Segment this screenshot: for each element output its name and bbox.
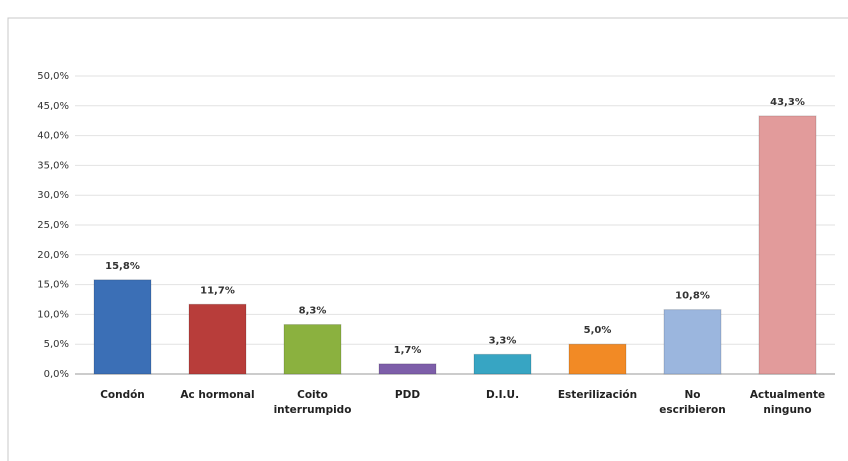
- x-tick-label: Actualmente ninguno: [749, 389, 826, 416]
- bar: [473, 353, 532, 375]
- bar: [93, 279, 152, 375]
- y-tick-label: 30,0%: [37, 190, 69, 201]
- x-tick-label: Esterilización: [557, 389, 638, 401]
- value-label: 43,3%: [770, 97, 805, 108]
- value-label: 3,3%: [489, 335, 517, 346]
- y-tick-label: 0,0%: [44, 369, 69, 380]
- bar: [568, 343, 627, 375]
- bar: [663, 309, 722, 375]
- y-tick-label: 5,0%: [44, 339, 69, 350]
- value-label: 15,8%: [105, 261, 140, 272]
- value-label: 5,0%: [584, 325, 612, 336]
- y-tick-label: 25,0%: [37, 220, 69, 231]
- y-tick-label: 15,0%: [37, 280, 69, 291]
- x-tick-label: No escribieron: [659, 389, 726, 416]
- bar: [378, 363, 437, 375]
- y-tick-label: 35,0%: [37, 160, 69, 171]
- value-label: 11,7%: [200, 285, 235, 296]
- value-label: 1,7%: [394, 345, 422, 356]
- y-tick-label: 45,0%: [37, 101, 69, 112]
- y-tick-label: 20,0%: [37, 250, 69, 261]
- x-tick-label: Condón: [100, 389, 145, 401]
- x-tick-label: Ac hormonal: [180, 389, 255, 401]
- y-tick-label: 40,0%: [37, 131, 69, 142]
- bar: [188, 303, 247, 375]
- x-tick-label: PDD: [394, 389, 421, 401]
- bar: [758, 115, 817, 375]
- x-tick-label: Coito interrumpido: [273, 389, 352, 416]
- value-label: 8,3%: [299, 306, 327, 317]
- value-label: 10,8%: [675, 291, 710, 302]
- bar: [283, 324, 342, 375]
- x-tick-label: D.I.U.: [485, 389, 520, 401]
- chart-frame: [7, 17, 848, 461]
- y-tick-label: 50,0%: [37, 71, 69, 82]
- y-tick-label: 10,0%: [37, 309, 69, 320]
